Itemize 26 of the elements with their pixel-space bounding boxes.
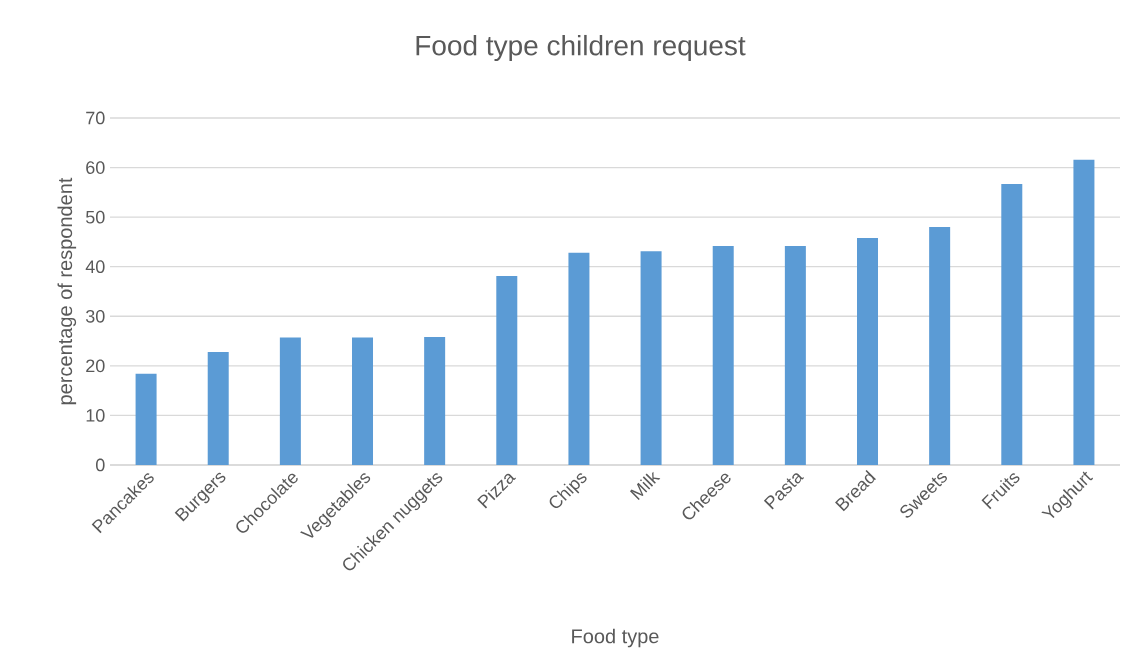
y-tick-label: 20 bbox=[86, 359, 105, 373]
bar bbox=[424, 337, 446, 465]
bar bbox=[1001, 183, 1023, 465]
bar bbox=[712, 245, 734, 465]
chart-title: Food type children request bbox=[416, 34, 746, 62]
bar bbox=[496, 276, 518, 465]
x-tick-label: Milk bbox=[629, 471, 661, 500]
y-tick-label: 40 bbox=[85, 260, 105, 274]
bar bbox=[929, 227, 951, 465]
bar bbox=[784, 245, 806, 465]
bar bbox=[1073, 159, 1095, 465]
bar bbox=[568, 252, 590, 465]
y-tick-label: 70 bbox=[86, 111, 105, 125]
x-axis-title: Food type bbox=[572, 628, 659, 648]
bar bbox=[135, 373, 157, 465]
bar bbox=[279, 337, 301, 465]
bar bbox=[352, 337, 374, 465]
y-tick-label: 0 bbox=[96, 458, 105, 472]
y-axis-title: percentage of respondent bbox=[57, 177, 77, 405]
y-tick-label: 30 bbox=[85, 309, 105, 323]
bar bbox=[857, 237, 879, 465]
bar bbox=[207, 351, 229, 465]
y-tick-label: 10 bbox=[86, 409, 105, 422]
bar bbox=[640, 251, 662, 465]
y-tick-label: 50 bbox=[85, 210, 105, 224]
y-tick-label: 60 bbox=[86, 161, 105, 174]
